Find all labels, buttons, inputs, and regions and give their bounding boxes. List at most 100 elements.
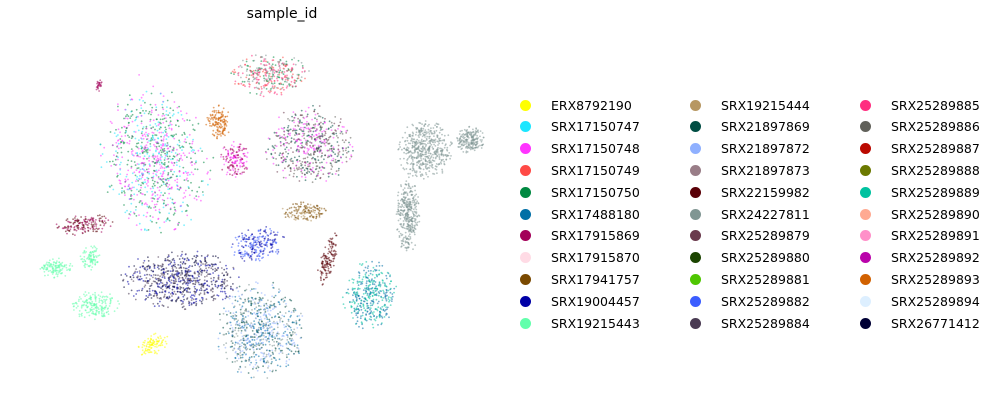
cell-cluster-bottom-large — [217, 281, 304, 379]
legend-item: SRX17150748 — [520, 139, 640, 159]
legend-marker — [690, 121, 701, 133]
cell-cluster-maroon-left — [55, 214, 114, 237]
legend-marker — [520, 252, 531, 264]
legend-item: SRX25289889 — [860, 182, 980, 202]
legend-item: SRX19004457 — [520, 291, 640, 311]
legend-item: SRX25289879 — [690, 226, 810, 246]
legend-label: SRX21897869 — [721, 119, 810, 135]
legend-label: ERX8792190 — [551, 97, 632, 113]
legend-label: SRX24227811 — [721, 206, 810, 222]
legend-item: SRX21897873 — [690, 160, 810, 180]
legend-marker — [520, 99, 531, 111]
legend-marker — [860, 121, 871, 133]
legend-item: SRX25289893 — [860, 269, 980, 289]
legend-label: SRX25289888 — [891, 162, 980, 178]
cell-cluster-gray-arc-2 — [456, 125, 485, 154]
legend-marker — [860, 99, 871, 111]
legend-marker — [860, 208, 871, 220]
cell-cluster-darkred-hook — [317, 232, 338, 286]
legend-item: SRX25289882 — [690, 291, 810, 311]
legend-marker — [690, 295, 701, 307]
cell-cluster-teal-blue — [341, 260, 398, 330]
legend-marker — [520, 121, 531, 133]
legend-item: SRX21897869 — [690, 117, 810, 137]
cell-cluster-gray-arc-3 — [395, 176, 421, 252]
cell-cluster-yellow — [137, 332, 169, 356]
legend-marker — [690, 208, 701, 220]
legend-item: SRX17915870 — [520, 248, 640, 268]
legend-marker — [520, 295, 531, 307]
legend-item: SRX26771412 — [860, 313, 980, 333]
legend-label: SRX21897872 — [721, 141, 810, 157]
legend-item: SRX24227811 — [690, 204, 810, 224]
legend-label: SRX26771412 — [891, 315, 980, 331]
legend-item: ERX8792190 — [520, 95, 632, 115]
legend-item: SRX17150749 — [520, 160, 640, 180]
legend-marker — [520, 317, 531, 329]
legend-item: SRX25289886 — [860, 117, 980, 137]
legend-item: SRX17941757 — [520, 269, 640, 289]
cell-cluster-left-main — [99, 74, 215, 234]
legend-marker — [520, 273, 531, 285]
legend-label: SRX25289893 — [891, 271, 980, 287]
legend-label: SRX25289884 — [721, 315, 810, 331]
legend-label: SRX19215443 — [551, 315, 640, 331]
legend-label: SRX17915870 — [551, 250, 640, 266]
legend-marker — [860, 143, 871, 155]
legend-marker — [860, 164, 871, 176]
cell-cluster-top-green — [230, 54, 310, 98]
legend-marker — [690, 273, 701, 285]
legend-item: SRX17915869 — [520, 226, 640, 246]
legend-marker — [860, 317, 871, 329]
legend-marker — [860, 252, 871, 264]
legend-marker — [520, 230, 531, 242]
legend-item: SRX19215443 — [520, 313, 640, 333]
legend-item: SRX25289892 — [860, 248, 980, 268]
cell-cluster-navy-strip — [120, 250, 240, 311]
legend-item: SRX25289884 — [690, 313, 810, 333]
legend-label: SRX25289891 — [891, 228, 980, 244]
legend-marker — [690, 252, 701, 264]
legend-label: SRX17150749 — [551, 162, 640, 178]
legend-marker — [690, 230, 701, 242]
legend-item: SRX19215444 — [690, 95, 810, 115]
legend-marker — [520, 143, 531, 155]
umap-scatter-plot — [39, 54, 485, 379]
legend-label: SRX25289885 — [891, 97, 980, 113]
legend-label: SRX17150748 — [551, 141, 640, 157]
legend-label: SRX25289886 — [891, 119, 980, 135]
legend-marker — [860, 186, 871, 198]
cell-cluster-olive — [281, 201, 327, 222]
cell-cluster-mint-3 — [79, 245, 101, 271]
legend-item: SRX25289891 — [860, 226, 980, 246]
legend-marker — [520, 164, 531, 176]
legend-label: SRX25289892 — [891, 250, 980, 266]
legend-marker — [520, 186, 531, 198]
legend-label: SRX17150747 — [551, 119, 640, 135]
legend-label: SRX21897873 — [721, 162, 810, 178]
legend-label: SRX17915869 — [551, 228, 640, 244]
legend-label: SRX19004457 — [551, 293, 640, 309]
cell-cluster-mint-2 — [71, 291, 121, 321]
legend-item: SRX17150750 — [520, 182, 640, 202]
legend-label: SRX17488180 — [551, 206, 640, 222]
legend-label: SRX25289881 — [721, 271, 810, 287]
legend-item: SRX21897872 — [690, 139, 810, 159]
cell-cluster-orange — [205, 104, 230, 140]
cell-cluster-gray-arc-1 — [397, 120, 453, 180]
legend-label: SRX25289890 — [891, 206, 980, 222]
legend-label: SRX25289887 — [891, 141, 980, 157]
legend-item: SRX25289890 — [860, 204, 980, 224]
legend-label: SRX22159982 — [721, 184, 810, 200]
legend-label: SRX25289880 — [721, 250, 810, 266]
legend-item: SRX25289887 — [860, 139, 980, 159]
chart-title: sample_id — [246, 6, 318, 22]
cell-cluster-crimson-top — [95, 79, 103, 92]
cell-cluster-blue-right — [230, 226, 285, 262]
legend-marker — [690, 186, 701, 198]
legend-marker — [860, 230, 871, 242]
legend-item: SRX17150747 — [520, 117, 640, 137]
legend-item: SRX17488180 — [520, 204, 640, 224]
cell-cluster-mint-1 — [39, 257, 74, 279]
